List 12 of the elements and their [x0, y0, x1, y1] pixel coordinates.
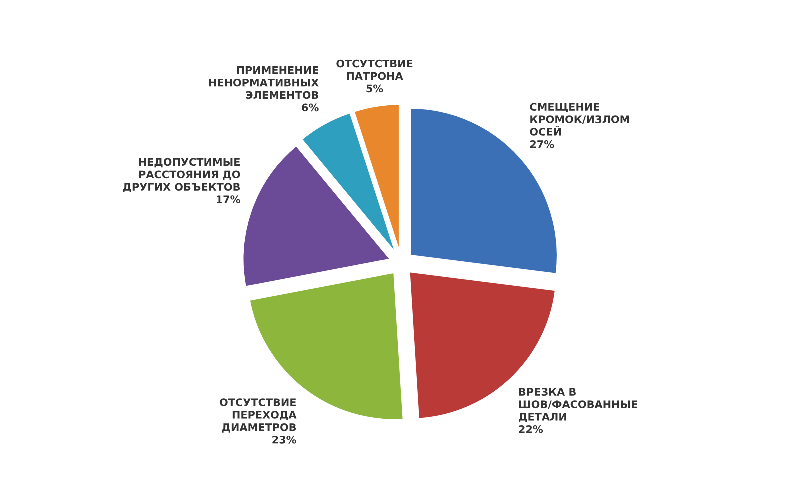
data-label: 5%	[366, 84, 384, 93]
slice-label: НЕДОПУСТИМЫЕ РАССТОЯНИЯ ДО ДРУГИХ ОБЪЕКТОВ	[123, 158, 240, 193]
data-label: 6%	[302, 104, 319, 112]
data-label: 27%	[530, 140, 554, 148]
slice-label: ПРИМЕНЕНИЕ НЕНОРМАТИВНЫХ ЭЛЕМЕНТОВ	[209, 66, 319, 100]
data-label: 22%	[519, 425, 544, 434]
slice-label: ОТСУТСТВИЕ ПАТРОНА	[336, 60, 413, 80]
slice-label: ВРЕЗКА В ШОВ/ФАСОВАННЫЕ ДЕТАЛИ	[519, 388, 638, 422]
slice-label: ОТСУТСТВИЕ ПЕРЕХОДА ДИАМЕТРОВ	[220, 398, 297, 433]
data-label: 23%	[272, 436, 296, 444]
data-label: 17%	[216, 196, 240, 204]
slice-label: СМЕЩЕНИЕ КРОМОК/ИЗЛОМ ОСЕЙ	[530, 103, 630, 136]
